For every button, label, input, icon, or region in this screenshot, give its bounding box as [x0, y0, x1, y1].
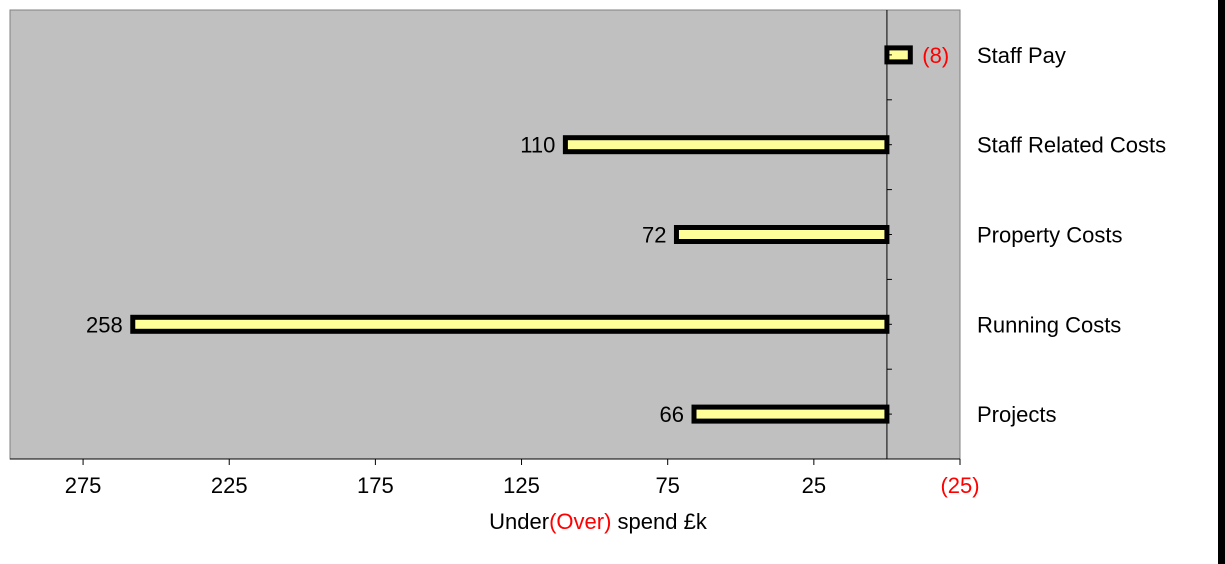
x-tick-label: 275 [65, 473, 102, 498]
value-label: 66 [660, 402, 684, 427]
category-label: Running Costs [977, 312, 1121, 337]
category-label: Property Costs [977, 223, 1123, 248]
value-label: (8) [922, 43, 949, 68]
x-axis-label-part-unit: spend £k [611, 509, 707, 534]
x-tick-label: 175 [357, 473, 394, 498]
x-axis-label: Under(Over) spend £k [489, 509, 708, 534]
bar [691, 404, 890, 424]
x-tick-label: 125 [503, 473, 540, 498]
bar [673, 225, 890, 244]
x-axis-label-part-over: (Over) [549, 509, 611, 534]
right-border [1218, 0, 1225, 564]
category-label: Projects [977, 402, 1056, 427]
x-tick-label: (25) [940, 473, 979, 498]
category-label: Staff Pay [977, 43, 1066, 68]
x-tick-label: 225 [211, 473, 248, 498]
x-tick-label: 25 [802, 473, 826, 498]
bar [130, 314, 890, 334]
value-label: 258 [86, 312, 123, 337]
bar [562, 135, 890, 155]
category-label: Staff Related Costs [977, 133, 1166, 158]
x-tick-label: 75 [655, 473, 679, 498]
value-label: 72 [642, 223, 666, 248]
value-label: 110 [520, 133, 555, 158]
x-axis-label-part-under: Under [489, 509, 549, 534]
